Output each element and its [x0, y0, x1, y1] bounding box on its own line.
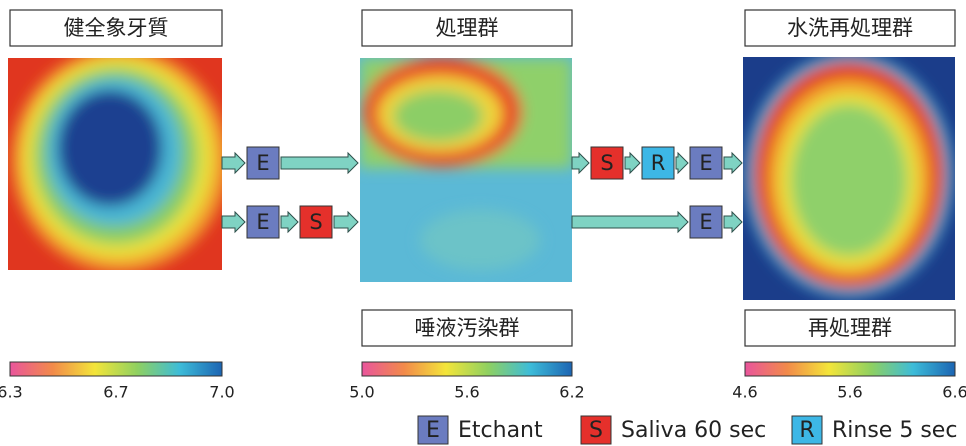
colorbar-tick-label: 6.7 [103, 383, 128, 402]
arrow [572, 212, 688, 232]
step-letter: E [699, 210, 712, 234]
arrow [724, 153, 742, 173]
legend-label: Rinse 5 sec [832, 418, 957, 443]
arrow [222, 153, 245, 173]
colorbar-tick-label: 6.3 [0, 383, 23, 402]
legend-key: S [589, 418, 603, 443]
step-letter: R [651, 151, 666, 175]
legend-key: R [799, 418, 814, 443]
panel-subtitle: 唾液汚染群 [415, 316, 520, 340]
color-bar [10, 362, 222, 376]
step-letter: E [256, 210, 269, 234]
colorbar-tick-label: 6.2 [559, 383, 584, 402]
heatmap [743, 53, 955, 300]
colorbar-tick-label: 5.0 [349, 383, 374, 402]
panel-title: 水洗再処理群 [787, 16, 913, 40]
arrow [625, 153, 640, 173]
step-letter: E [699, 151, 712, 175]
legend-label: Saliva 60 sec [621, 418, 766, 443]
step-letter: S [309, 210, 322, 234]
colorbar-tick-label: 5.6 [454, 383, 479, 402]
figure: 健全象牙質 6.3 6.7 7.0 処理群唾液汚染群 5.0 5.6 6.2 水洗再処理群再処理… [0, 0, 966, 446]
panel-subtitle: 再処理群 [808, 316, 892, 340]
colorbar-tick-label: 6.6 [942, 383, 966, 402]
arrow [281, 153, 358, 173]
colorbar-tick-label: 4.6 [732, 383, 757, 402]
color-bar [362, 362, 572, 376]
heatmap [8, 48, 228, 272]
arrow [222, 212, 245, 232]
arrow [281, 212, 298, 232]
step-letter: E [256, 151, 269, 175]
arrow [676, 153, 688, 173]
colorbar-tick-label: 5.6 [837, 383, 862, 402]
arrow [724, 212, 742, 232]
arrow [572, 153, 589, 173]
legend-key: E [426, 418, 440, 443]
panel-title: 健全象牙質 [64, 16, 169, 40]
color-bar [745, 362, 955, 376]
panel-title: 処理群 [436, 16, 499, 40]
legend-label: Etchant [458, 418, 543, 443]
arrow [334, 212, 358, 232]
step-letter: S [600, 151, 613, 175]
heatmap [360, 57, 572, 282]
colorbar-tick-label: 7.0 [209, 383, 234, 402]
